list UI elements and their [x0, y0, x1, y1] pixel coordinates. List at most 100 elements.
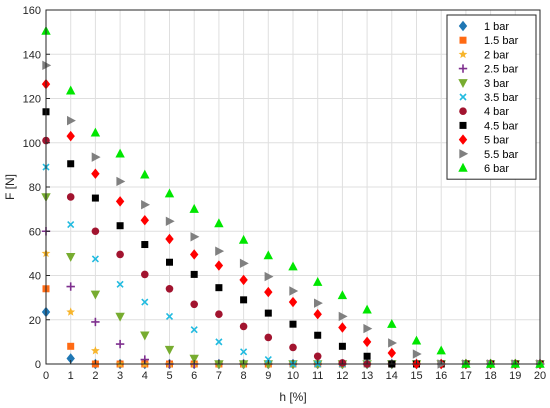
legend-marker: [458, 64, 468, 73]
data-point: [214, 360, 224, 370]
data-point: [115, 196, 125, 207]
data-point: [239, 274, 248, 286]
data-point: [263, 250, 273, 260]
data-point: [189, 203, 199, 213]
y-tick-label: 80: [29, 182, 41, 194]
y-tick-label: 20: [29, 315, 41, 327]
data-point: [313, 309, 322, 320]
data-point: [42, 60, 52, 71]
data-point: [91, 152, 101, 162]
data-point: [239, 322, 248, 331]
legend-label: 2.5 bar: [484, 64, 519, 76]
data-point: [66, 193, 75, 201]
x-tick-label: 7: [216, 370, 222, 382]
x-tick-label: 15: [410, 370, 422, 382]
data-point: [388, 338, 397, 348]
data-point: [66, 282, 75, 291]
legend-marker: [459, 149, 469, 159]
data-point: [288, 261, 298, 271]
legend-marker: [458, 49, 468, 59]
x-tick-label: 20: [534, 370, 546, 382]
data-point: [141, 298, 149, 306]
data-point: [338, 322, 347, 333]
y-tick-label: 140: [23, 49, 41, 61]
legend-label: 3.5 bar: [484, 92, 519, 104]
data-point: [141, 241, 149, 249]
legend: 1 bar 1.5 bar 2 bar 2.5 bar 3 bar 3.5 bar 4 ba…: [446, 14, 537, 180]
data-point: [314, 331, 322, 339]
data-point: [214, 260, 224, 271]
data-point: [264, 333, 273, 342]
data-point: [215, 284, 223, 292]
data-point: [165, 312, 174, 320]
data-point: [238, 360, 249, 370]
data-point: [165, 216, 175, 226]
data-point: [190, 249, 199, 260]
data-point: [91, 194, 99, 202]
legend-label: 5.5 bar: [484, 149, 519, 161]
legend-label: 4 bar: [484, 106, 509, 118]
data-point: [116, 250, 124, 259]
data-point: [91, 227, 100, 236]
data-point: [116, 280, 124, 288]
data-point: [239, 258, 249, 269]
data-point: [214, 218, 224, 228]
data-point: [363, 352, 371, 360]
ticks: 0 1 2 3 4 5 6 7 8 9 10 11 12 13 14 15 16 17 18 19 2002040608…: [23, 5, 546, 382]
x-tick-label: 8: [241, 370, 247, 382]
data-point: [264, 271, 274, 282]
data-point: [90, 290, 101, 300]
x-tick-label: 12: [336, 370, 348, 382]
data-point: [264, 309, 272, 317]
data-point: [215, 310, 223, 319]
data-point: [387, 347, 396, 359]
data-point: [240, 348, 248, 356]
data-point: [140, 169, 150, 179]
data-point: [338, 342, 346, 350]
data-point: [288, 296, 298, 308]
legend-label: 3 bar: [484, 78, 509, 90]
legend-marker: [458, 79, 468, 88]
data-point: [91, 317, 100, 327]
data-point: [91, 346, 100, 355]
data-point: [190, 326, 198, 334]
legend-label: 5 bar: [484, 135, 509, 147]
data-point: [289, 286, 299, 296]
data-point: [362, 336, 372, 348]
data-point: [115, 339, 125, 349]
y-tick-label: 0: [35, 359, 41, 371]
x-axis-title: h [%]: [279, 390, 306, 404]
data-point: [238, 234, 249, 244]
data-point: [140, 214, 149, 226]
legend-label: 1.5 bar: [484, 35, 519, 47]
data-point: [264, 286, 273, 298]
data-point: [215, 246, 225, 256]
legend-marker: [458, 20, 468, 32]
x-tick-label: 17: [460, 370, 472, 382]
data-point: [115, 148, 125, 158]
data-point: [66, 307, 76, 316]
data-point: [189, 354, 199, 364]
data-point: [338, 311, 348, 322]
data-point: [66, 130, 75, 142]
legend-label: 1 bar: [484, 21, 509, 33]
data-point: [166, 258, 173, 266]
x-tick-label: 16: [435, 370, 447, 382]
legend-marker: [458, 134, 468, 145]
data-point: [164, 188, 175, 198]
legend-marker: [459, 36, 467, 44]
data-point: [412, 349, 422, 359]
data-point: [363, 323, 373, 334]
y-axis-title: F [N]: [3, 174, 17, 200]
data-point: [264, 356, 272, 364]
x-tick-label: 19: [509, 370, 521, 382]
data-point: [165, 233, 174, 245]
data-point: [90, 127, 101, 137]
data-point: [91, 168, 100, 179]
data-point: [190, 270, 198, 278]
x-tick-label: 1: [68, 370, 74, 382]
y-tick-label: 60: [29, 226, 41, 238]
x-tick-label: 18: [484, 370, 496, 382]
x-tick-label: 4: [142, 370, 148, 382]
x-tick-label: 9: [265, 370, 271, 382]
